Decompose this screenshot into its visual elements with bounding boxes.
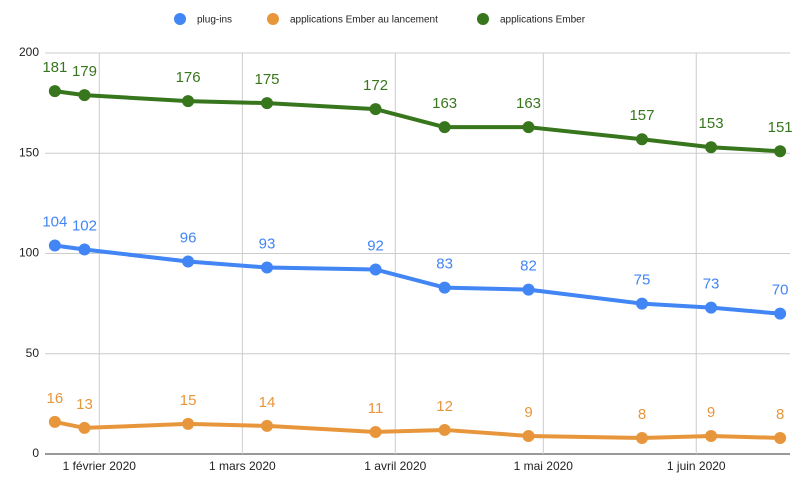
y-tick-label: 100 bbox=[19, 246, 39, 260]
data-point bbox=[78, 89, 91, 102]
series-line bbox=[54, 243, 781, 316]
data-label: 9 bbox=[524, 404, 532, 421]
data-label: 163 bbox=[516, 95, 541, 112]
data-point bbox=[774, 431, 787, 444]
data-label: 13 bbox=[76, 396, 93, 413]
x-tick-label: 1 mars 2020 bbox=[209, 459, 276, 473]
legend-label: applications Ember bbox=[500, 15, 586, 26]
data-point bbox=[369, 425, 382, 438]
data-label: 172 bbox=[363, 77, 388, 94]
data-point bbox=[261, 261, 274, 274]
data-point bbox=[705, 301, 718, 314]
y-tick-label: 0 bbox=[32, 446, 39, 460]
data-label: 75 bbox=[634, 272, 651, 289]
data-label: 157 bbox=[629, 107, 654, 124]
data-point bbox=[182, 95, 195, 108]
data-point bbox=[774, 145, 787, 158]
series-line bbox=[54, 89, 781, 154]
data-label: 151 bbox=[768, 119, 793, 136]
data-point bbox=[182, 417, 195, 430]
data-label: 11 bbox=[368, 400, 384, 417]
series-line bbox=[54, 419, 781, 440]
legend-swatch bbox=[267, 13, 279, 25]
data-label: 8 bbox=[638, 406, 646, 423]
data-label: 96 bbox=[180, 229, 197, 246]
data-point bbox=[522, 121, 535, 134]
x-tick-label: 1 juin 2020 bbox=[667, 459, 726, 473]
data-label: 181 bbox=[42, 59, 67, 76]
legend-swatch bbox=[477, 13, 489, 25]
x-tick-label: 1 février 2020 bbox=[63, 459, 137, 473]
data-label: 102 bbox=[72, 217, 97, 234]
data-label: 15 bbox=[180, 392, 197, 409]
data-label: 12 bbox=[436, 398, 453, 415]
legend-swatch bbox=[174, 13, 186, 25]
data-point bbox=[522, 283, 535, 296]
data-point bbox=[261, 419, 274, 432]
data-label: 179 bbox=[72, 63, 97, 80]
data-point bbox=[635, 133, 648, 146]
legend-label: applications Ember au lancement bbox=[290, 15, 438, 26]
data-point bbox=[48, 239, 61, 252]
data-label: 93 bbox=[259, 236, 276, 253]
data-point bbox=[369, 103, 382, 116]
data-label: 104 bbox=[42, 213, 67, 230]
data-label: 9 bbox=[707, 404, 715, 421]
y-tick-label: 200 bbox=[19, 45, 39, 59]
data-point bbox=[48, 85, 61, 98]
y-tick-label: 150 bbox=[19, 145, 39, 159]
data-point bbox=[261, 97, 274, 110]
data-label: 176 bbox=[176, 69, 201, 86]
data-label: 83 bbox=[436, 256, 453, 273]
y-tick-label: 50 bbox=[26, 346, 40, 360]
data-point bbox=[182, 255, 195, 268]
data-label: 153 bbox=[699, 115, 724, 132]
data-point bbox=[522, 429, 535, 442]
data-point bbox=[78, 243, 91, 256]
data-label: 70 bbox=[772, 282, 789, 299]
x-tick-label: 1 mai 2020 bbox=[514, 459, 574, 473]
data-point bbox=[774, 307, 787, 320]
data-point bbox=[438, 423, 451, 436]
data-point bbox=[635, 297, 648, 310]
data-label: 8 bbox=[776, 406, 784, 423]
data-label: 14 bbox=[259, 394, 276, 411]
data-point bbox=[705, 429, 718, 442]
data-label: 175 bbox=[255, 71, 280, 88]
data-label: 82 bbox=[520, 258, 537, 275]
data-label: 73 bbox=[703, 276, 720, 293]
data-label: 92 bbox=[367, 238, 384, 255]
data-label: 16 bbox=[47, 390, 64, 407]
data-point bbox=[705, 141, 718, 154]
x-tick-label: 1 avril 2020 bbox=[364, 459, 426, 473]
data-point bbox=[438, 281, 451, 294]
data-point bbox=[78, 421, 91, 434]
data-point bbox=[369, 263, 382, 276]
legend-label: plug-ins bbox=[197, 15, 232, 26]
data-point bbox=[438, 121, 451, 134]
data-label: 163 bbox=[432, 95, 457, 112]
data-point bbox=[635, 431, 648, 444]
data-point bbox=[48, 415, 61, 428]
